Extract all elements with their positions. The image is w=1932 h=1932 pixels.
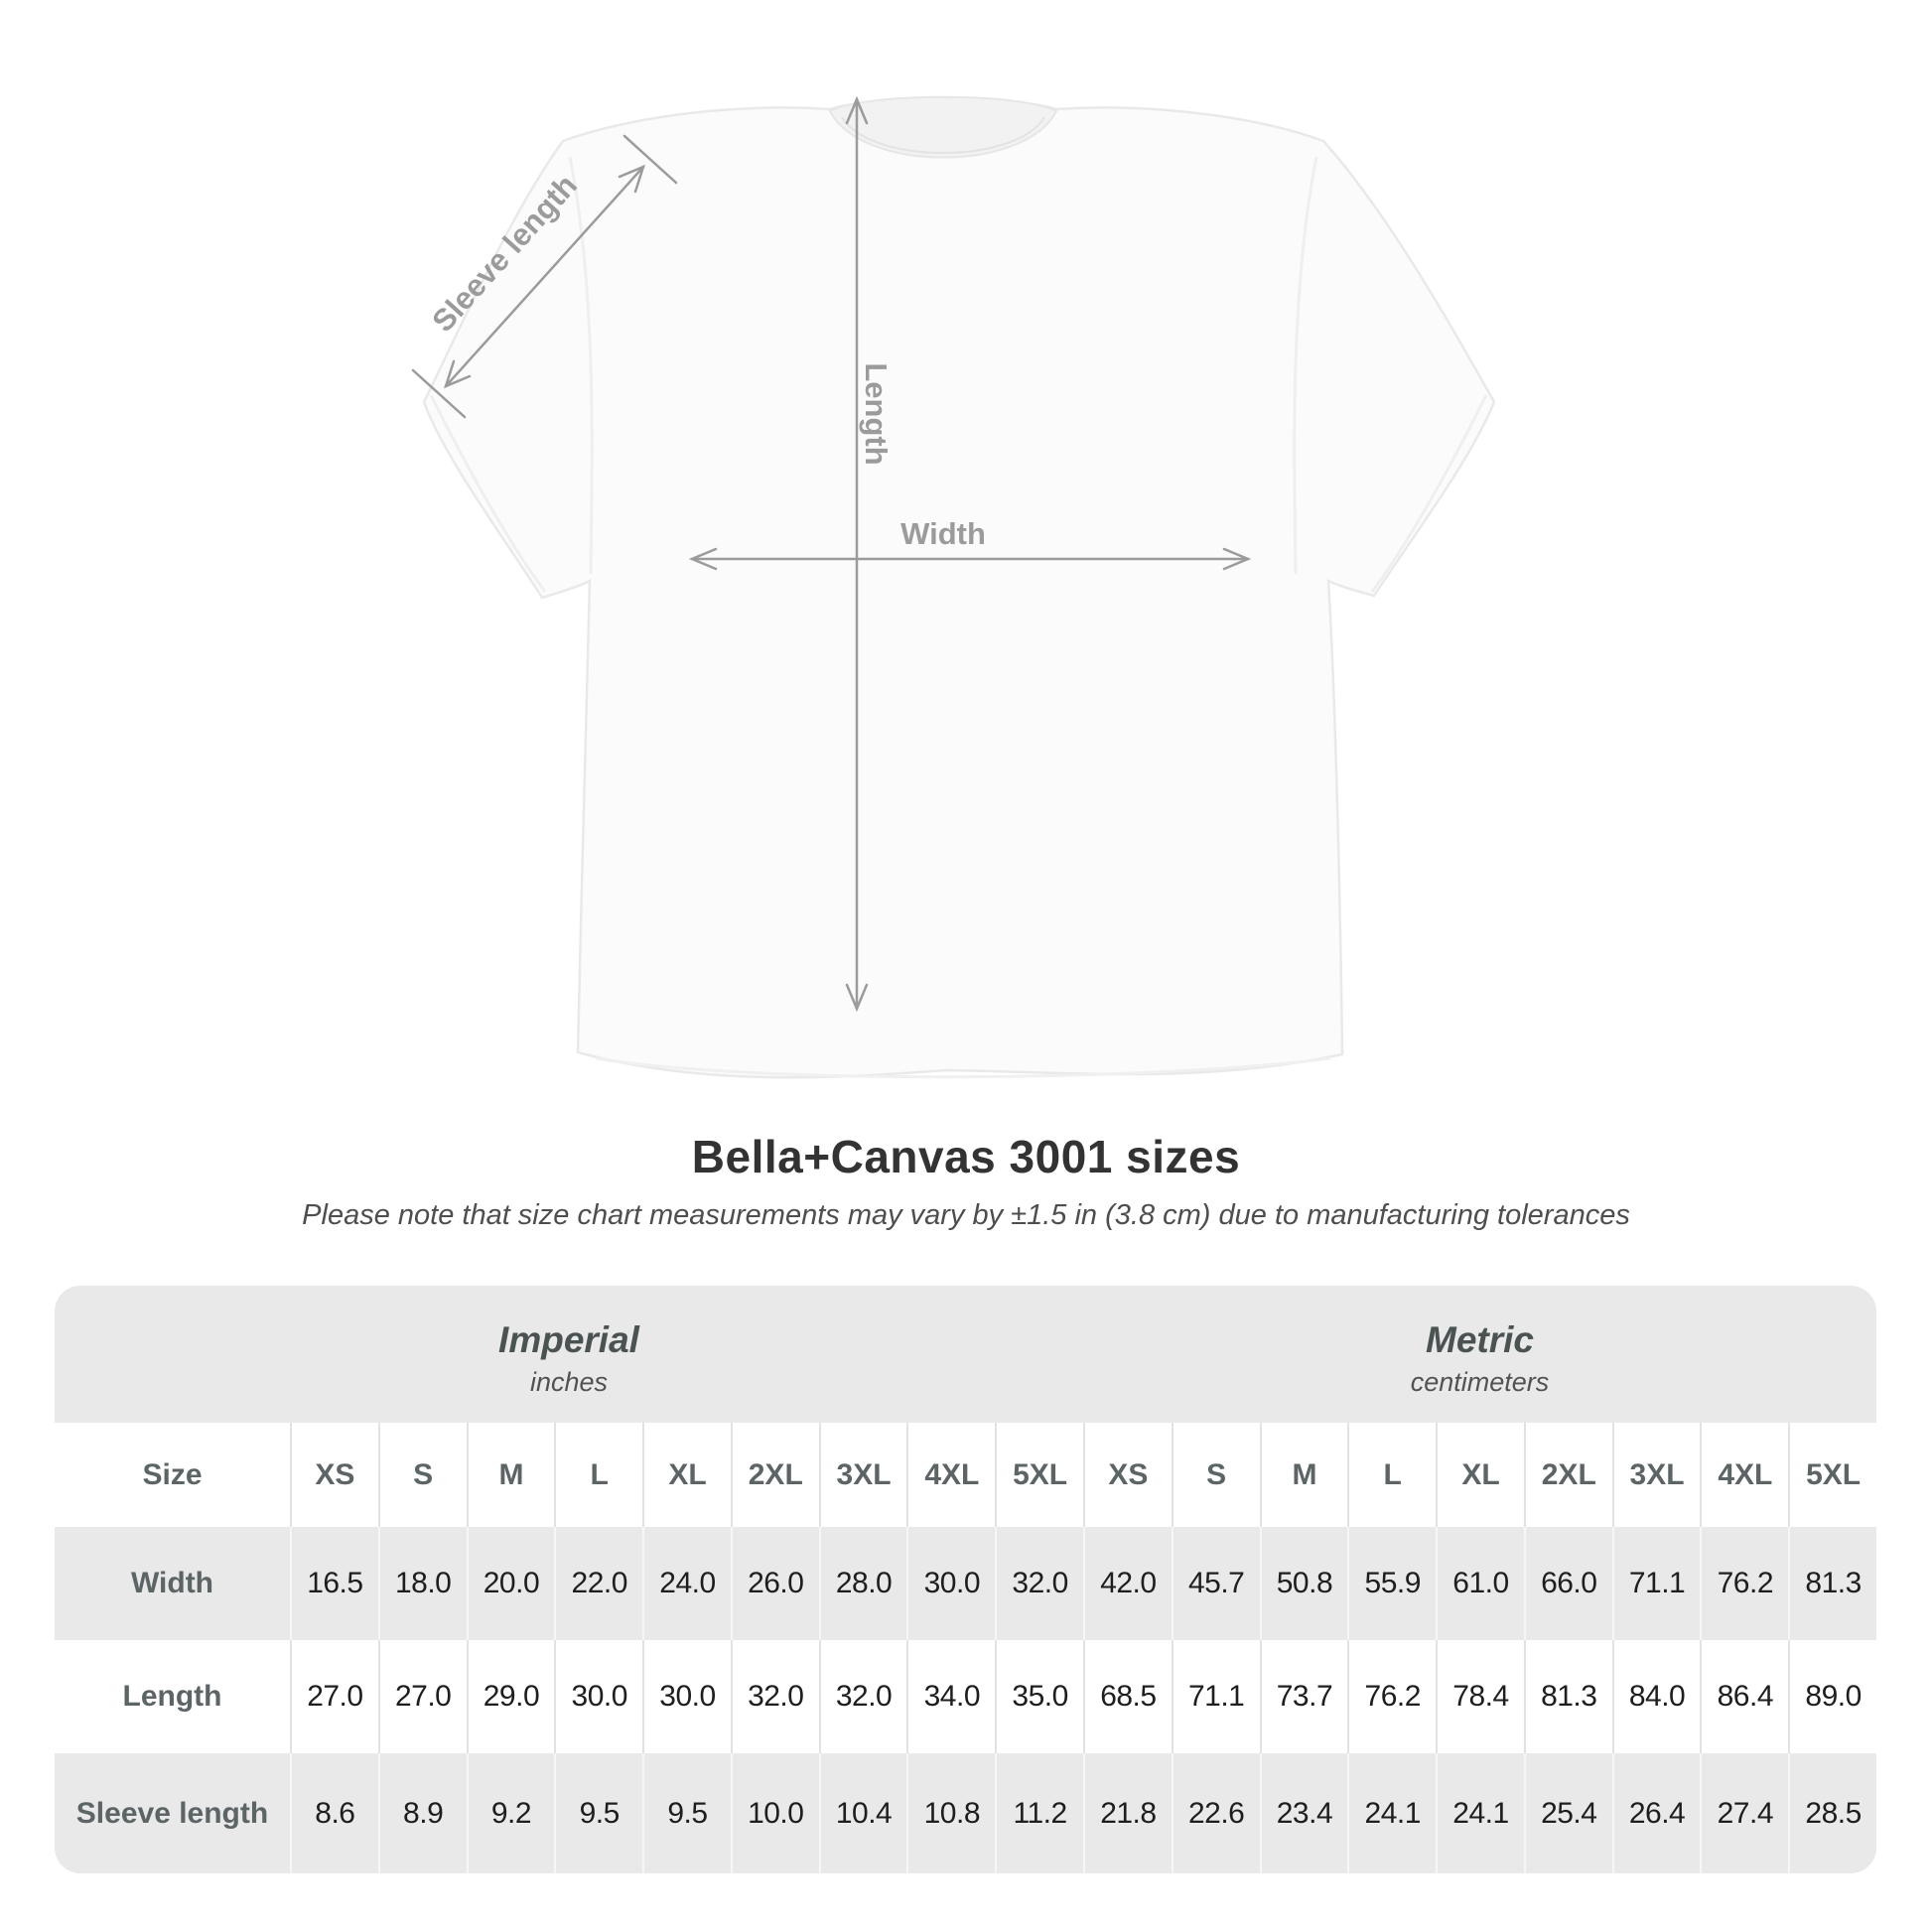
sleeve-imperial-m: 9.2 [466,1753,555,1873]
size-header-metric-xs: XS [1083,1423,1172,1527]
row-label-length: Length [55,1640,290,1753]
page-title: Bella+Canvas 3001 sizes [691,1131,1241,1182]
sleeve-imperial-3xl: 10.4 [818,1753,907,1873]
sleeve-imperial-s: 8.9 [377,1753,467,1873]
sleeve-metric-xs: 21.8 [1083,1753,1172,1873]
tshirt-measurement-diagram: Sleeve length Length Width [411,95,1496,1079]
sleeve-imperial-2xl: 10.0 [730,1753,819,1873]
width-metric-m: 50.8 [1259,1527,1348,1640]
metric-unit: centimeters [1410,1366,1550,1397]
sleeve-metric-2xl: 25.4 [1523,1753,1612,1873]
width-metric-2xl: 66.0 [1523,1527,1612,1640]
length-metric-s: 71.1 [1171,1640,1260,1753]
metric-group-header: Metric centimeters [1083,1286,1876,1423]
size-header-metric-l: L [1347,1423,1437,1527]
length-imperial-2xl: 32.0 [730,1640,819,1753]
width-imperial-3xl: 28.0 [818,1527,907,1640]
metric-label: Metric [1426,1318,1534,1360]
length-imperial-xs: 27.0 [290,1640,378,1753]
size-header-imperial-2xl: 2XL [730,1423,819,1527]
width-metric-3xl: 71.1 [1611,1527,1701,1640]
length-metric-4xl: 86.4 [1700,1640,1789,1753]
length-arrow [845,95,869,1013]
sleeve-metric-4xl: 27.4 [1700,1753,1788,1873]
sleeve-metric-xl: 24.1 [1436,1753,1524,1873]
size-header-imperial-l: L [554,1423,643,1527]
sleeve-metric-s: 22.6 [1171,1753,1260,1873]
size-header-imperial-s: S [377,1423,467,1527]
length-label: Length [859,362,894,465]
size-header-imperial-5xl: 5XL [995,1423,1083,1527]
width-imperial-m: 20.0 [466,1527,555,1640]
width-imperial-l: 22.0 [554,1527,642,1640]
width-imperial-4xl: 30.0 [906,1527,995,1640]
width-imperial-xs: 16.5 [290,1527,378,1640]
length-metric-m: 73.7 [1259,1640,1348,1753]
tshirt-illustration [422,95,1496,1079]
size-column-header: Size [55,1423,290,1527]
sleeve-imperial-xs: 8.6 [290,1753,378,1873]
width-metric-xs: 42.0 [1083,1527,1172,1640]
size-header-metric-3xl: 3XL [1611,1423,1701,1527]
size-header-metric-xl: XL [1436,1423,1524,1527]
length-imperial-s: 27.0 [377,1640,467,1753]
size-header-metric-2xl: 2XL [1523,1423,1612,1527]
width-imperial-5xl: 32.0 [995,1527,1083,1640]
length-imperial-3xl: 32.0 [818,1640,907,1753]
imperial-group-header: Imperial inches [55,1286,1083,1423]
width-arrow [688,547,1252,571]
width-label: Width [900,516,986,551]
size-header-metric-4xl: 4XL [1700,1423,1789,1527]
size-table: Imperial inches Metric centimeters Size … [55,1286,1876,1873]
length-metric-xl: 78.4 [1436,1640,1524,1753]
size-header-imperial-4xl: 4XL [906,1423,996,1527]
imperial-unit: inches [529,1366,609,1397]
size-header-metric-s: S [1171,1423,1260,1527]
length-metric-2xl: 81.3 [1523,1640,1612,1753]
row-label-width: Width [130,1567,214,1599]
imperial-label: Imperial [498,1318,639,1360]
length-imperial-m: 29.0 [466,1640,555,1753]
sleeve-metric-5xl: 28.5 [1788,1753,1876,1873]
heading-block: Bella+Canvas 3001 sizes Please note that… [0,1130,1932,1232]
sleeve-length-arrow [411,134,678,419]
length-imperial-4xl: 34.0 [906,1640,996,1753]
size-header-imperial-xs: XS [290,1423,378,1527]
sleeve-imperial-xl: 9.5 [642,1753,731,1873]
length-imperial-l: 30.0 [554,1640,643,1753]
size-header-metric-5xl: 5XL [1788,1423,1876,1527]
length-metric-3xl: 84.0 [1611,1640,1701,1753]
width-imperial-xl: 24.0 [642,1527,731,1640]
sleeve-metric-l: 24.1 [1347,1753,1436,1873]
size-header-imperial-xl: XL [642,1423,731,1527]
size-header-imperial-m: M [466,1423,555,1527]
length-metric-5xl: 89.0 [1788,1640,1876,1753]
width-metric-5xl: 81.3 [1788,1527,1876,1640]
length-imperial-xl: 30.0 [642,1640,731,1753]
width-imperial-s: 18.0 [377,1527,467,1640]
length-metric-l: 76.2 [1347,1640,1437,1753]
sleeve-metric-3xl: 26.4 [1611,1753,1701,1873]
sleeve-imperial-4xl: 10.8 [906,1753,995,1873]
collar [828,95,1058,159]
length-imperial-5xl: 35.0 [995,1640,1083,1753]
size-header-imperial-3xl: 3XL [818,1423,907,1527]
length-metric-xs: 68.5 [1083,1640,1172,1753]
width-metric-4xl: 76.2 [1700,1527,1788,1640]
width-metric-xl: 61.0 [1436,1527,1524,1640]
size-header-metric-m: M [1259,1423,1348,1527]
sleeve-imperial-5xl: 11.2 [995,1753,1083,1873]
width-imperial-2xl: 26.0 [730,1527,819,1640]
row-label-sleeve-length: Sleeve length [75,1796,269,1830]
tolerance-note: Please note that size chart measurements… [302,1199,1630,1231]
sleeve-imperial-l: 9.5 [554,1753,642,1873]
width-metric-s: 45.7 [1171,1527,1260,1640]
sleeve-metric-m: 23.4 [1259,1753,1348,1873]
width-metric-l: 55.9 [1347,1527,1436,1640]
